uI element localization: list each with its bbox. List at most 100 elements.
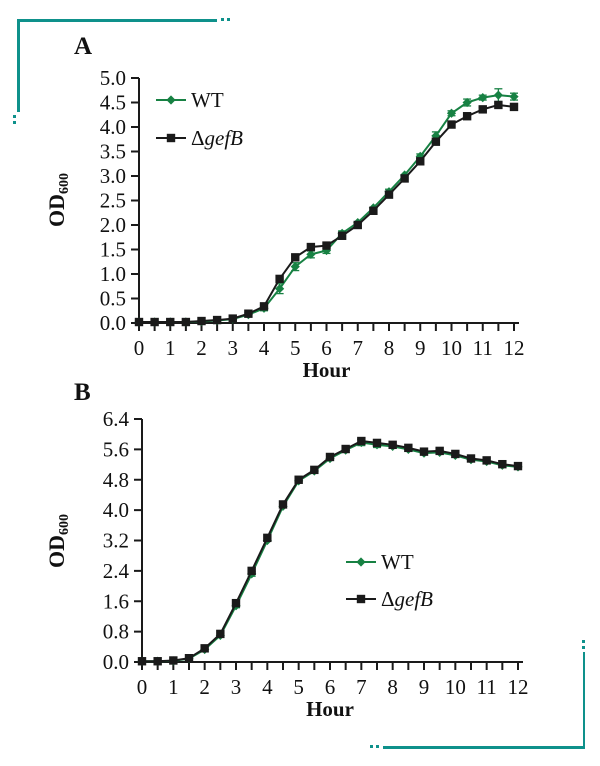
gefb-mutant-marker [482,456,491,465]
gefb-mutant-marker [404,443,413,453]
panel-a-label: A [74,33,93,60]
x-tick-label: 9 [419,675,430,699]
bracket-dot [13,115,16,118]
gefb-mutant-line [142,440,519,663]
gefb-mutant-marker [353,220,362,230]
x-tick-label: 12 [504,336,525,360]
y-axis-title: OD600 [44,173,72,227]
y-tick-label: 6.4 [103,407,130,431]
gefb-mutant-marker [400,174,409,183]
x-tick-label: 4 [259,336,270,360]
gefb-mutant-marker [509,102,519,112]
gefb-mutant-marker [166,317,175,327]
y-tick-label: 0.5 [100,287,126,311]
gefb-mutant-marker [275,274,284,284]
x-ticks: 0 1 2 3 4 5 6 7 8 9 10 11 12 [137,662,529,699]
bracket-dot [582,646,585,649]
legend-label: ΔgefB [191,126,243,150]
gefb-mutant-marker [466,454,476,463]
y-tick-label: 3.2 [103,529,129,553]
x-tick-label: 7 [353,336,364,360]
y-tick-label: 5.6 [103,437,129,461]
x-tick-label: 8 [387,675,398,699]
gefb-mutant-marker [431,137,441,146]
bracket-vertical-line [582,652,585,748]
gefb-mutant-markers [134,100,519,327]
gefb-mutant-marker [337,231,347,240]
wt-series [137,437,523,666]
legend: WT ΔgefB [156,88,243,150]
x-tick-label: 12 [508,675,529,699]
wt-marker [478,93,488,103]
y-tick-label: 2.5 [100,189,126,213]
y-axis-title-subscript: 600 [57,173,72,194]
legend-label: ΔgefB [381,587,433,611]
y-tick-label: 4.8 [103,468,129,492]
x-tick-label: 0 [137,675,148,699]
gefb-mutant-marker [447,120,456,129]
axes [138,78,519,324]
x-tick-label: 11 [473,336,493,360]
legend: WT ΔgefB [346,550,433,611]
wt-marker [306,249,316,259]
bracket-horizontal-line [17,19,217,22]
x-tick-label: 4 [262,675,273,699]
x-tick-label: 10 [445,675,466,699]
y-tick-label: 0.0 [100,311,126,335]
gefb-mutant-marker [197,316,206,326]
y-tick-label: 1.0 [100,262,126,286]
wt-markers [137,437,523,666]
y-axis-title-main: OD [44,194,69,227]
legend-label-part: gefB [395,587,434,611]
gefb-mutant-marker [372,438,382,448]
gefb-mutant-marker [247,566,256,576]
legend-item-gefb-mutant: ΔgefB [346,587,433,611]
y-axis-title: OD600 [44,514,72,568]
wt-marker [290,262,300,272]
legend-label-part: WT [191,88,224,112]
wt-line [142,441,519,663]
gefb-mutant-marker [451,449,460,459]
x-tick-label: 9 [415,336,426,360]
gefb-mutant-marker [153,657,162,666]
x-axis-title: Hour [303,358,351,382]
wt-series [134,88,519,327]
gefb-mutant-marker [231,598,241,608]
x-tick-label: 1 [165,336,176,360]
x-tick-label: 5 [290,336,301,360]
legend-label-part: Δ [381,587,395,611]
legend-label-part: WT [381,550,414,574]
bracket-horizontal-line [383,746,585,749]
gefb-mutant-marker [388,440,397,450]
gefb-mutant-series [137,436,523,666]
x-tick-label: 6 [321,336,332,360]
y-tick-label: 0.8 [103,620,129,644]
x-axis-title: Hour [306,697,354,721]
y-tick-label: 3.0 [100,164,126,188]
x-tick-label: 1 [168,675,179,699]
bracket-vertical-line [17,19,20,112]
x-tick-label: 2 [196,336,207,360]
bracket-dot [13,121,16,124]
y-tick-label: 2.0 [100,213,126,237]
x-tick-label: 6 [325,675,336,699]
gefb-mutant-marker [498,459,507,469]
y-tick-label: 0.0 [103,650,129,674]
gefb-mutant-marker [416,157,425,166]
gefb-mutant-marker [435,446,444,456]
legend-marker [356,557,366,567]
gefb-mutant-marker [181,317,191,327]
y-tick-label: 1.5 [100,238,126,262]
x-tick-label: 11 [477,675,497,699]
x-tick-label: 5 [293,675,304,699]
y-tick-label: 5.0 [100,66,126,90]
y-axis-title-subscript: 600 [57,514,72,535]
gefb-mutant-marker [294,475,303,484]
y-ticks: 0.0 0.8 1.6 2.4 3.2 4.0 4.8 5.6 6.4 [103,407,142,674]
gefb-mutant-marker [278,500,288,509]
legend-marker [166,95,176,105]
gefb-mutant-marker [384,190,394,199]
legend-label: WT [191,88,224,112]
